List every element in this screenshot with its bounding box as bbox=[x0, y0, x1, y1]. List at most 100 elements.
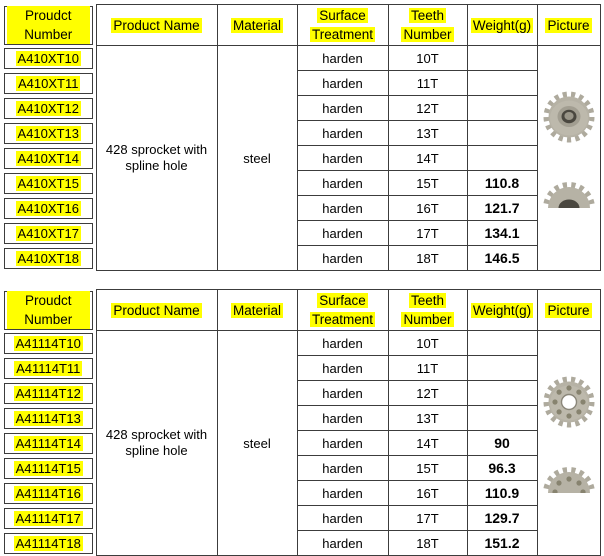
table-row: A41114T12 harden 12T bbox=[4, 380, 600, 406]
header-label: Product Name bbox=[111, 302, 202, 318]
product-number: A41114T15 bbox=[13, 460, 83, 476]
product-number: A410XT17 bbox=[15, 225, 81, 241]
sprocket-partial-photo bbox=[540, 181, 598, 208]
product-number: A410XT10 bbox=[15, 50, 81, 66]
header-product-number: Proudct Number bbox=[4, 289, 96, 331]
weight-cell bbox=[466, 45, 538, 71]
header-label: Proudct Number bbox=[7, 6, 90, 44]
header-weight: Weight(g) bbox=[466, 289, 538, 331]
material-cell: steel bbox=[216, 330, 298, 556]
treatment-cell: harden bbox=[296, 95, 389, 121]
product-number-cell: A41114T18 bbox=[4, 530, 96, 556]
treatment-cell: harden bbox=[296, 380, 389, 406]
header-material: Material bbox=[216, 289, 298, 331]
product-number: A41114T13 bbox=[13, 410, 83, 426]
product-number-cell: A410XT10 bbox=[4, 45, 96, 71]
table-row: A410XT18 harden 18T 146.5 bbox=[4, 245, 600, 271]
header-label: Picture bbox=[545, 17, 592, 33]
product-number: A410XT12 bbox=[15, 100, 81, 116]
header-label: Teeth Number bbox=[401, 8, 454, 42]
product-number-cell: A41114T13 bbox=[4, 405, 96, 431]
teeth-cell: 17T bbox=[387, 505, 468, 531]
sprocket-photo bbox=[541, 376, 597, 428]
weight-cell: 110.9 bbox=[466, 480, 538, 506]
table-row: A41114T14 harden 14T 90 bbox=[4, 430, 600, 456]
header-label: Weight(g) bbox=[470, 17, 534, 33]
header-label: Product Name bbox=[111, 17, 202, 33]
product-number: A410XT11 bbox=[16, 75, 81, 91]
teeth-cell: 10T bbox=[387, 330, 468, 356]
product-table-a41114: Proudct Number Product Name Material Sur… bbox=[4, 289, 601, 556]
weight-cell bbox=[466, 120, 538, 146]
treatment-cell: harden bbox=[296, 480, 389, 506]
product-number: A410XT14 bbox=[15, 150, 81, 166]
product-number-cell: A410XT11 bbox=[4, 70, 96, 96]
treatment-cell: harden bbox=[296, 45, 389, 71]
header-picture: Picture bbox=[536, 289, 601, 331]
treatment-cell: harden bbox=[296, 145, 389, 171]
product-number-cell: A410XT16 bbox=[4, 195, 96, 221]
table-row: A41114T18 harden 18T 151.2 bbox=[4, 530, 600, 556]
product-number-cell: A410XT17 bbox=[4, 220, 96, 246]
material-cell: steel bbox=[216, 45, 298, 271]
header-teeth-number: Teeth Number bbox=[387, 4, 468, 46]
treatment-cell: harden bbox=[296, 170, 389, 196]
weight-cell bbox=[466, 405, 538, 431]
header-weight: Weight(g) bbox=[466, 4, 538, 46]
product-number: A41114T17 bbox=[13, 510, 83, 526]
product-number-cell: A41114T14 bbox=[4, 430, 96, 456]
product-number-cell: A41114T16 bbox=[4, 480, 96, 506]
teeth-cell: 13T bbox=[387, 405, 468, 431]
table-row: A41114T17 harden 17T 129.7 bbox=[4, 505, 600, 531]
teeth-cell: 16T bbox=[387, 195, 468, 221]
header-row: Proudct Number Product Name Material Sur… bbox=[4, 289, 601, 331]
header-label: Material bbox=[230, 17, 283, 33]
product-number-cell: A41114T10 bbox=[4, 330, 96, 356]
weight-cell: 96.3 bbox=[466, 455, 538, 481]
picture-area bbox=[538, 49, 599, 268]
treatment-cell: harden bbox=[296, 330, 389, 356]
product-number-cell: A41114T15 bbox=[4, 455, 96, 481]
teeth-cell: 15T bbox=[387, 455, 468, 481]
treatment-cell: harden bbox=[296, 505, 389, 531]
product-number: A410XT13 bbox=[15, 125, 81, 141]
table-row: A410XT14 harden 14T bbox=[4, 145, 600, 171]
teeth-cell: 14T bbox=[387, 430, 468, 456]
header-product-name: Product Name bbox=[95, 289, 218, 331]
table-row: A410XT12 harden 12T bbox=[4, 95, 600, 121]
table-row: A41114T11 harden 11T bbox=[4, 355, 600, 381]
teeth-cell: 11T bbox=[387, 355, 468, 381]
header-label: Surface Treatment bbox=[309, 293, 376, 327]
teeth-cell: 18T bbox=[387, 245, 468, 271]
header-label: Picture bbox=[545, 302, 592, 318]
treatment-cell: harden bbox=[296, 430, 389, 456]
product-number: A41114T10 bbox=[13, 335, 83, 351]
header-label: Material bbox=[230, 302, 283, 318]
treatment-cell: harden bbox=[296, 530, 389, 556]
table-row: A410XT11 harden 11T bbox=[4, 70, 600, 96]
weight-cell bbox=[466, 70, 538, 96]
teeth-cell: 11T bbox=[387, 70, 468, 96]
weight-cell: 121.7 bbox=[466, 195, 538, 221]
weight-cell: 90 bbox=[466, 430, 538, 456]
product-table-a410: Proudct Number Product Name Material Sur… bbox=[4, 4, 601, 271]
treatment-cell: harden bbox=[296, 405, 389, 431]
header-row: Proudct Number Product Name Material Sur… bbox=[4, 4, 601, 46]
teeth-cell: 18T bbox=[387, 530, 468, 556]
product-name-cell: 428 sprocket with spline hole bbox=[95, 45, 218, 271]
product-number-cell: A410XT14 bbox=[4, 145, 96, 171]
teeth-cell: 12T bbox=[387, 380, 468, 406]
weight-cell bbox=[466, 330, 538, 356]
header-label: Teeth Number bbox=[401, 293, 454, 327]
product-number: A41114T12 bbox=[13, 385, 83, 401]
weight-cell bbox=[466, 95, 538, 121]
table-row: A410XT16 harden 16T 121.7 bbox=[4, 195, 600, 221]
product-number: A41114T16 bbox=[13, 485, 83, 501]
product-number-cell: A410XT15 bbox=[4, 170, 96, 196]
product-name-cell: 428 sprocket with spline hole bbox=[95, 330, 218, 556]
header-label: Surface Treatment bbox=[309, 8, 376, 42]
product-number-cell: A410XT12 bbox=[4, 95, 96, 121]
header-label: Proudct Number bbox=[7, 291, 90, 329]
product-number: A410XT16 bbox=[15, 200, 81, 216]
